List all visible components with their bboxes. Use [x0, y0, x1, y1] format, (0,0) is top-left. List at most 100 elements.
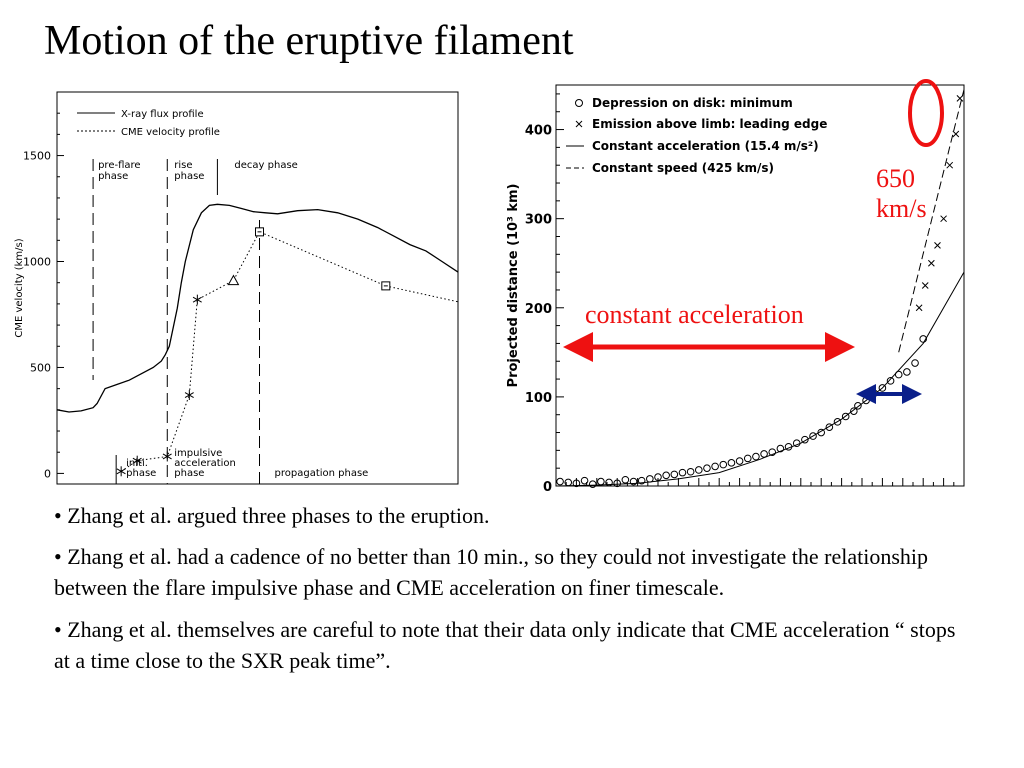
bullet-item: • Zhang et al. argued three phases to th…: [54, 503, 490, 528]
data-point-circle: [670, 470, 679, 479]
data-point-cross: [915, 304, 923, 312]
data-point-cross: [928, 259, 935, 267]
data-point-circle: [919, 335, 928, 343]
data-point-circle: [703, 464, 711, 472]
left-chart: 0 500 1000 1500 CME velocity (km/s) X-ray flu…: [14, 91, 459, 485]
data-point-circle: [572, 479, 581, 488]
phase-label-bottom: acceleration: [174, 458, 236, 469]
constant-acceleration-label: constant acceleration: [585, 300, 804, 329]
y-tick-label: 200: [525, 302, 552, 317]
data-point-circle: [768, 448, 777, 456]
star-stroke: [192, 296, 202, 303]
data-point-circle: [597, 477, 605, 486]
data-point-cross: [952, 130, 960, 138]
phase-label-bottom: propagation phase: [275, 468, 369, 479]
y-axis-label: CME velocity (km/s): [14, 238, 25, 337]
data-point-circle: [629, 477, 638, 486]
data-point-circle: [841, 412, 850, 421]
data-point-circle: [903, 368, 911, 376]
cme-star-marker: [192, 294, 202, 305]
xray-flux-line: [56, 203, 459, 413]
phase-label-top: phase: [174, 171, 204, 182]
y-tick-label: 1500: [23, 150, 51, 163]
data-point-circle: [605, 478, 613, 487]
cme-triangle-marker: [227, 274, 240, 286]
data-point-circle: [711, 462, 719, 471]
data-point-cross: [934, 242, 941, 249]
phase-label-top: pre-flare: [98, 160, 140, 171]
star-stroke: [184, 392, 194, 398]
legend-marker-cross: [575, 120, 583, 128]
y-tick-label: 300: [525, 213, 552, 228]
y-tick-label: 100: [525, 391, 552, 406]
data-point-circle: [580, 476, 589, 485]
data-point-circle: [686, 467, 695, 476]
data-point-circle: [556, 477, 564, 486]
data-point-circle: [654, 473, 662, 481]
slide-title: Motion of the eruptive filament: [44, 18, 574, 64]
bullet-item: • Zhang et al. themselves are careful to…: [54, 616, 956, 673]
data-point-circle: [911, 359, 919, 367]
data-point-circle: [719, 460, 728, 469]
star-stroke: [132, 457, 142, 464]
data-point-circle: [695, 466, 703, 474]
data-point-circle: [752, 452, 760, 461]
star-stroke: [116, 468, 126, 475]
annotation-overlay: [563, 79, 944, 404]
data-point-circle: [637, 476, 646, 485]
cross-stroke: [940, 215, 947, 223]
data-point-circle: [894, 370, 903, 379]
cme-velocity-line: [120, 231, 459, 472]
data-point-cross: [940, 215, 947, 223]
cme-star-marker: [132, 455, 142, 466]
cross-stroke: [956, 95, 964, 102]
y-tick-label: 500: [30, 361, 51, 374]
y-axis-label: Projected distance (10³ km): [506, 184, 521, 388]
speed-annotation: 650 km/s: [876, 164, 927, 224]
right-chart: 0 100 200 300 400 Projected distance (10³ km)…: [506, 84, 965, 495]
cme-star-marker: [162, 451, 172, 462]
legend-label: Constant speed (425 km/s): [592, 161, 774, 175]
highlight-ellipse: [908, 79, 944, 147]
y-tick-label: 0: [44, 467, 51, 480]
speed-annotation-unit: km/s: [876, 193, 927, 223]
cross-stroke: [952, 130, 960, 138]
data-point-circle: [613, 479, 621, 488]
phase-label-top: decay phase: [234, 160, 297, 171]
legend-label: Depression on disk: minimum: [592, 96, 793, 110]
data-point-cross: [956, 95, 964, 102]
cross-stroke: [915, 304, 923, 312]
data-point-circle: [564, 478, 573, 487]
data-point-circle: [678, 468, 687, 477]
data-point-circle: [743, 454, 752, 463]
data-point-circle: [621, 475, 630, 484]
cross-stroke: [946, 161, 954, 169]
constant-speed-line: [898, 89, 965, 353]
legend-label: Emission above limb: leading edge: [592, 117, 827, 131]
legend-label-xray: X-ray flux profile: [121, 109, 204, 120]
y-tick-label: 1000: [23, 256, 51, 269]
legend-label: Constant acceleration (15.4 m/s²): [592, 139, 819, 153]
data-point-circle: [833, 418, 842, 426]
bullet-list: • Zhang et al. argued three phases to th…: [54, 500, 974, 686]
legend-label-cme: CME velocity profile: [121, 127, 220, 138]
data-point-circle: [662, 471, 670, 480]
data-point-circle: [825, 423, 834, 431]
data-point-circle: [801, 435, 809, 444]
data-point-circle: [646, 475, 654, 483]
data-point-circle: [850, 407, 858, 415]
cross-stroke: [921, 282, 929, 289]
data-point-circle: [792, 439, 801, 448]
data-point-circle: [817, 428, 826, 437]
speed-annotation-value: 650: [876, 164, 915, 193]
phase-label-bottom: phase: [126, 468, 156, 479]
data-point-circle: [588, 480, 597, 489]
bullet-item: • Zhang et al. had a cadence of no bette…: [54, 544, 928, 601]
phase-label-bottom: phase: [174, 468, 204, 479]
data-point-cross: [921, 282, 929, 289]
data-point-circle: [735, 457, 744, 465]
data-point-circle: [784, 442, 793, 451]
data-point-circle: [809, 432, 817, 440]
star-stroke: [162, 453, 172, 460]
data-point-circle: [760, 450, 768, 458]
